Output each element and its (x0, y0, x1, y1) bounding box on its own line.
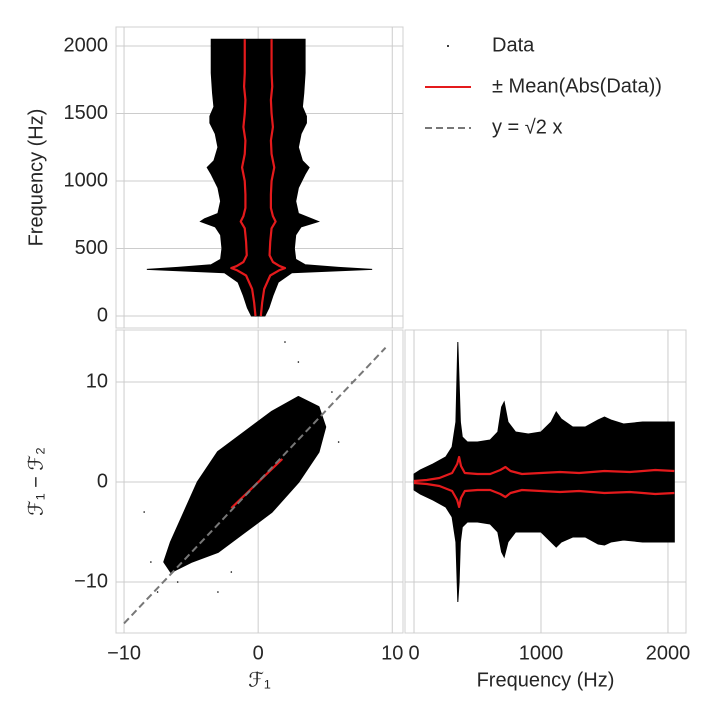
y-axis-label: ℱ₁ − ℱ₂ (25, 447, 47, 516)
data-point (150, 561, 152, 563)
data-point (176, 581, 179, 583)
y-tick-label: 1000 (64, 169, 109, 191)
data-point (143, 511, 145, 513)
data-point (331, 391, 333, 393)
legend-label: Data (492, 34, 535, 56)
y-tick-label: 0 (97, 470, 108, 492)
plot-area (413, 341, 675, 603)
mean-line (413, 481, 675, 509)
plot-area (146, 38, 373, 317)
y-tick-label: 10 (86, 370, 108, 392)
mean-line (259, 39, 287, 317)
x-axis-label: Frequency (Hz) (477, 669, 615, 691)
x-tick-label: 0 (253, 642, 264, 664)
data-band (146, 38, 373, 317)
x-axis-label: ℱ₁ (248, 669, 271, 691)
mean-line (230, 39, 257, 317)
legend-marker (447, 45, 449, 47)
x-tick-label: 0 (408, 642, 419, 664)
y-tick-label: 1500 (64, 102, 109, 124)
data-cloud (163, 396, 327, 573)
legend: Data ± Mean(Abs(Data)) y = √2 x (425, 34, 662, 138)
data-point (230, 571, 233, 573)
panel: 0 1000 2000 Frequency (Hz) (404, 329, 691, 691)
data-point (337, 441, 340, 443)
legend-label: ± Mean(Abs(Data)) (492, 75, 662, 97)
y-tick-label: −10 (74, 570, 108, 592)
x-tick-label: 1000 (519, 642, 564, 664)
data-point (156, 591, 159, 593)
dashed-line (123, 347, 387, 625)
legend-label: y = √2 x (492, 116, 562, 138)
panel: 0 500 1000 1500 2000 Frequency (Hz) (25, 26, 404, 329)
x-tick-label: −10 (107, 642, 141, 664)
plot-area (123, 341, 387, 625)
y-tick-label: 500 (75, 237, 108, 259)
x-tick-label: 10 (381, 642, 403, 664)
panel: −10 0 10 −10 0 10 ℱ₁ ℱ₁ − ℱ₂ (25, 329, 404, 691)
y-tick-label: 2000 (64, 34, 109, 56)
mean-line (413, 455, 675, 483)
y-axis-label: Frequency (Hz) (25, 109, 47, 247)
data-point (217, 591, 219, 593)
data-point (297, 361, 300, 363)
y-tick-label: 0 (97, 304, 108, 326)
x-tick-label: 2000 (646, 642, 691, 664)
data-point (284, 341, 286, 343)
